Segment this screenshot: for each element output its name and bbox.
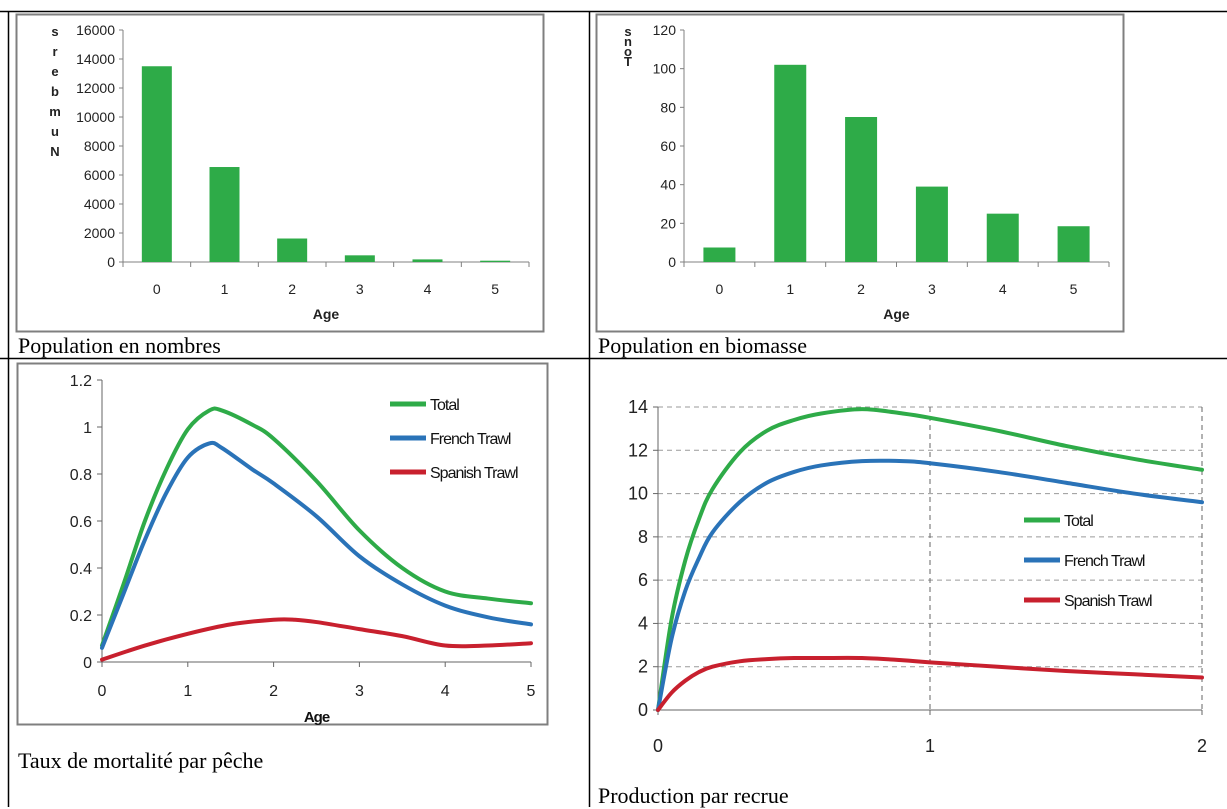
x-tick-label: 2 — [857, 281, 865, 297]
x-tick-label: 5 — [1070, 281, 1078, 297]
y-tick-label: 8 — [638, 527, 648, 547]
bar — [480, 260, 511, 262]
bar — [209, 167, 240, 262]
legend-label: Spanish Trawl — [1064, 593, 1152, 610]
x-tick-label: 5 — [491, 281, 499, 297]
y-tick-label: 1 — [83, 420, 92, 437]
y-tick-label: 8000 — [84, 138, 115, 154]
bar — [277, 238, 308, 262]
x-tick-label: 1 — [221, 281, 229, 297]
x-tick-label: 5 — [527, 683, 536, 700]
y-tick-label: 4000 — [84, 196, 115, 212]
caption-yield-per-recruit: Production par recrue — [598, 783, 789, 808]
y-tick-label: 20 — [660, 215, 676, 231]
x-tick-label: 1 — [786, 281, 794, 297]
y-tick-label: 0 — [668, 254, 676, 270]
y-tick-label: 0 — [107, 254, 115, 270]
caption-fishing-mortality: Taux de mortalité par pêche — [18, 748, 264, 773]
bar — [412, 259, 443, 262]
y-tick-label: 0.4 — [70, 561, 92, 578]
series-line — [100, 440, 533, 650]
x-tick-label: 4 — [441, 683, 450, 700]
legend-label: Total — [430, 397, 459, 414]
y-tick-label: 14 — [628, 397, 648, 417]
y-tick-label: 6000 — [84, 167, 115, 183]
y-tick-label: 12000 — [76, 80, 115, 96]
bar — [141, 66, 172, 262]
y-tick-label: 100 — [653, 61, 677, 77]
series-line — [656, 458, 1204, 712]
x-tick-label: 3 — [356, 281, 364, 297]
y-tick-label: 0.6 — [70, 514, 92, 531]
caption-population-numbers: Population en nombres — [18, 333, 221, 358]
bar — [986, 213, 1019, 262]
x-axis-label: Age — [313, 306, 340, 322]
x-tick-label: 1 — [925, 736, 935, 756]
y-tick-label: 14000 — [76, 51, 115, 67]
y-tick-label: 0 — [83, 655, 92, 672]
bar — [344, 255, 375, 262]
series-line — [100, 406, 533, 648]
y-tick-label: 120 — [653, 22, 677, 38]
bar — [915, 186, 948, 262]
x-tick-label: 3 — [355, 683, 364, 700]
x-axis-label: Age — [883, 306, 910, 322]
x-tick-label: 2 — [288, 281, 296, 297]
legend-label: French Trawl — [430, 431, 511, 448]
x-tick-label: 0 — [716, 281, 724, 297]
x-tick-label: 4 — [999, 281, 1007, 297]
y-tick-label: 6 — [638, 570, 648, 590]
y-tick-label: 2 — [638, 657, 648, 677]
x-tick-label: 4 — [424, 281, 432, 297]
y-tick-label: 2000 — [84, 225, 115, 241]
y-tick-label: 60 — [660, 138, 676, 154]
x-tick-label: 2 — [269, 683, 278, 700]
x-tick-label: 1 — [183, 683, 192, 700]
caption-population-biomass: Population en biomasse — [598, 333, 807, 358]
y-tick-label: 0 — [638, 700, 648, 720]
y-tick-label: 12 — [628, 440, 648, 460]
series-line — [656, 655, 1204, 712]
x-tick-label: 0 — [153, 281, 161, 297]
bar — [845, 117, 878, 262]
series-line — [656, 407, 1204, 712]
bar — [1057, 226, 1090, 262]
y-tick-label: 4 — [638, 613, 648, 633]
y-tick-label: 80 — [660, 99, 676, 115]
x-tick-label: 0 — [653, 736, 663, 756]
y-tick-label: 40 — [660, 177, 676, 193]
y-tick-label: 16000 — [76, 22, 115, 38]
y-tick-label: 1.2 — [70, 373, 92, 390]
y-tick-label: 0.2 — [70, 608, 92, 625]
series-line — [100, 617, 533, 662]
x-tick-label: 0 — [98, 683, 107, 700]
legend-label: French Trawl — [1064, 553, 1145, 570]
y-tick-label: 10000 — [76, 109, 115, 125]
y-tick-label: 0.8 — [70, 467, 92, 484]
x-axis-label: Age — [304, 709, 330, 726]
legend-label: Total — [1064, 513, 1093, 530]
bar — [774, 64, 807, 262]
bar — [703, 247, 736, 262]
x-tick-label: 2 — [1197, 736, 1207, 756]
y-tick-label: 10 — [628, 484, 648, 504]
x-tick-label: 3 — [928, 281, 936, 297]
legend-label: Spanish Trawl — [430, 465, 518, 482]
